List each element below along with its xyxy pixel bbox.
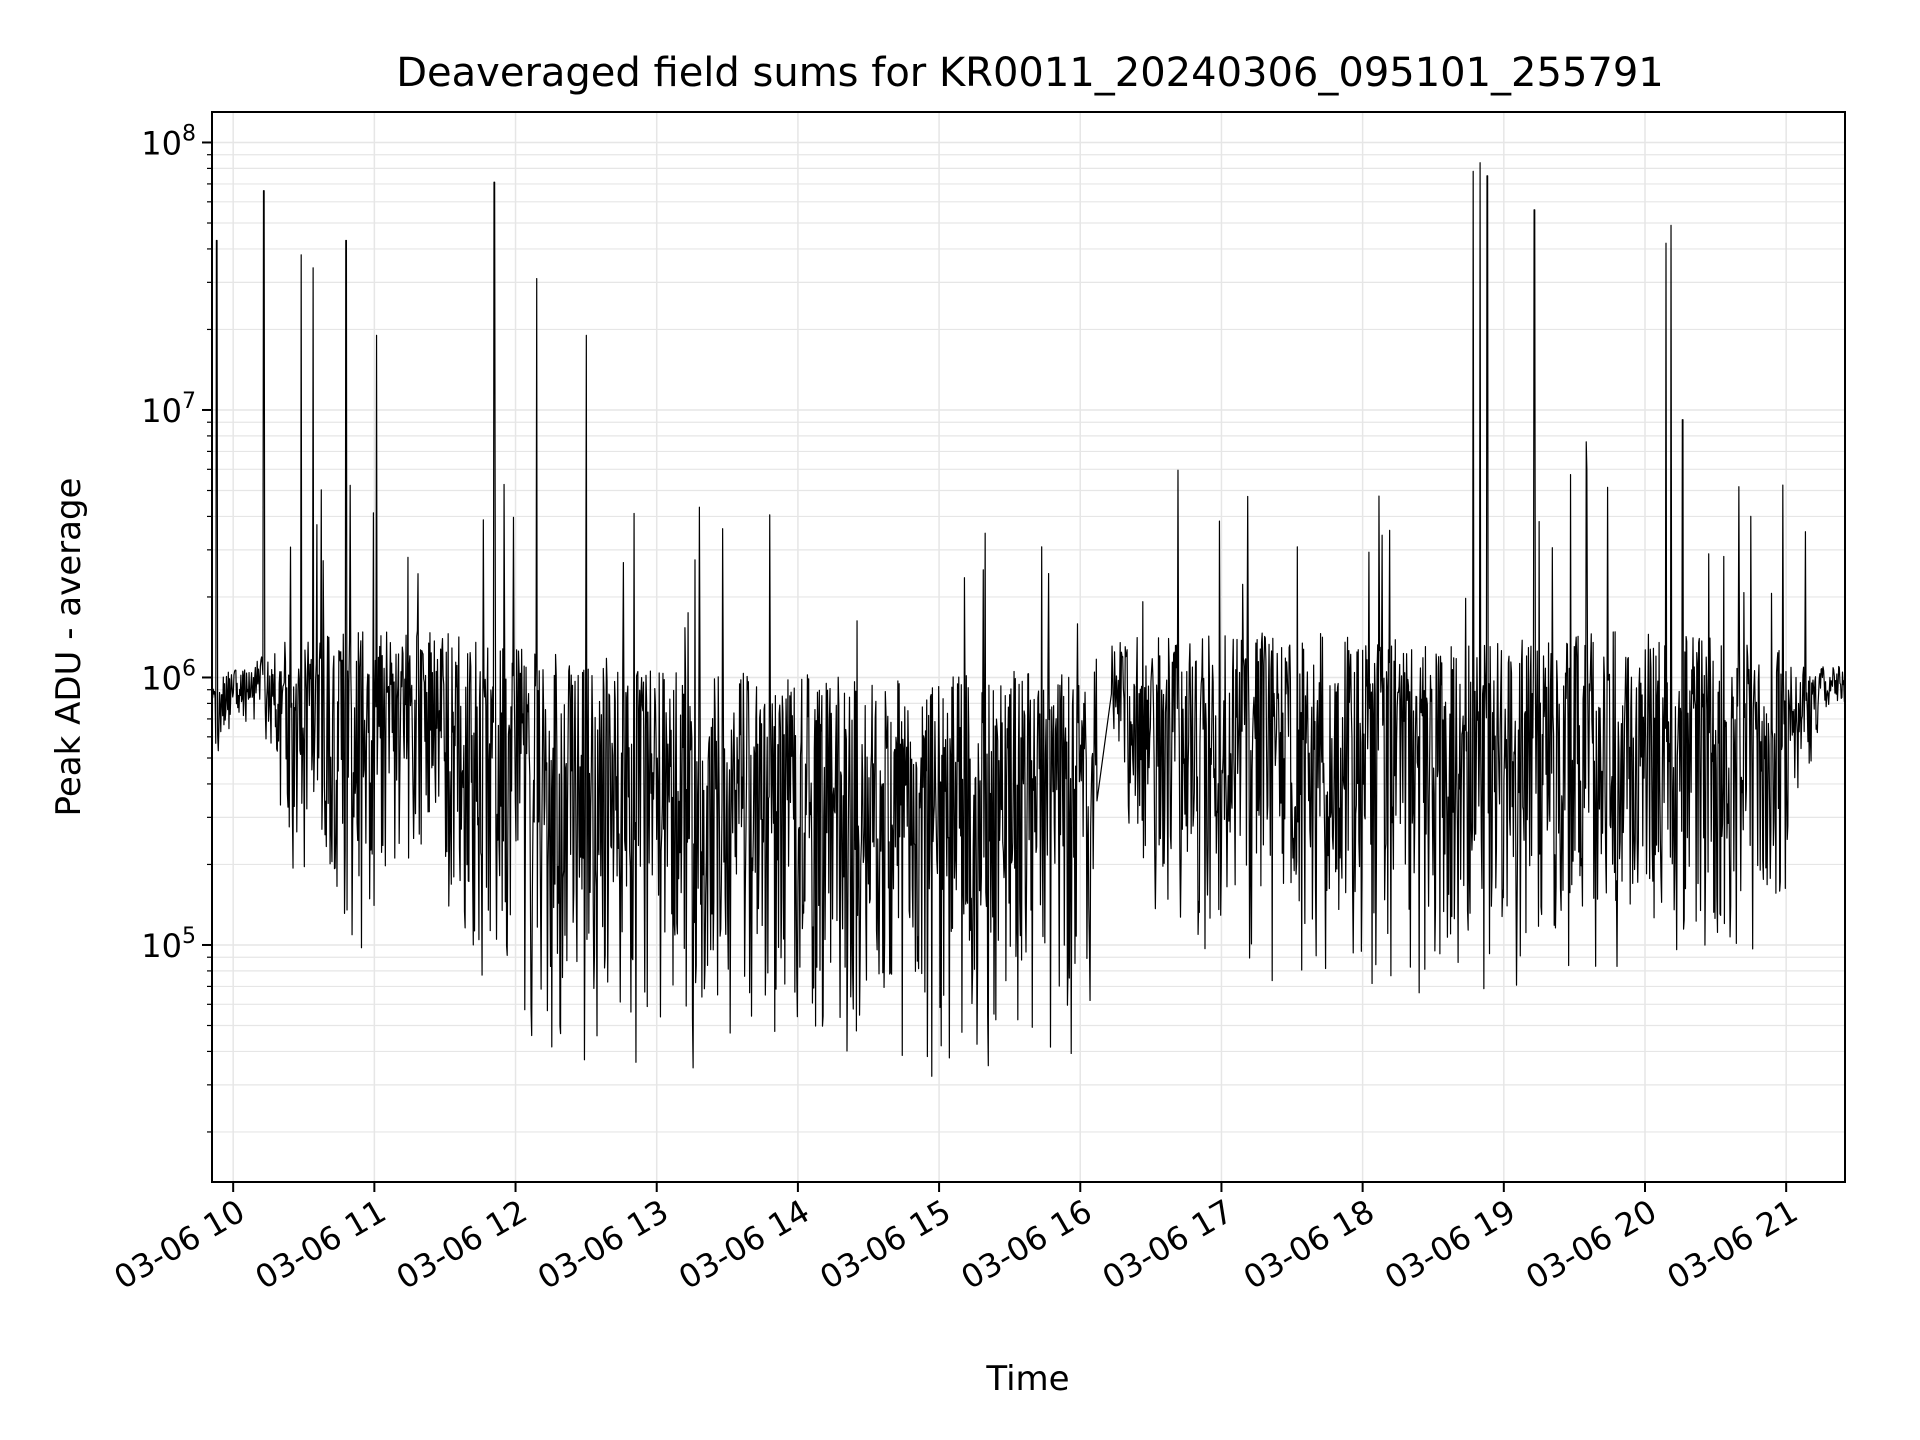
x-tick-label: 03-06 20 (1519, 1192, 1663, 1297)
y-tick-base: 10 (141, 392, 182, 430)
y-tick-base: 10 (141, 927, 182, 965)
x-tick-label: 03-06 12 (390, 1192, 534, 1297)
x-tick-label: 03-06 14 (672, 1192, 816, 1297)
series-line (211, 162, 1846, 1077)
y-tick-label: 105 (141, 924, 196, 965)
grid (212, 112, 1845, 1182)
y-tick-label: 106 (141, 656, 196, 697)
x-tick-label: 03-06 11 (249, 1192, 393, 1297)
y-tick-exponent: 5 (182, 924, 196, 949)
y-tick-exponent: 6 (182, 656, 196, 681)
y-tick-label: 108 (141, 121, 196, 162)
y-tick-base: 10 (141, 124, 182, 162)
y-tick-exponent: 7 (182, 389, 196, 414)
y-axis-label: Peak ADU - average (49, 478, 89, 817)
x-tick-label: 03-06 19 (1378, 1192, 1522, 1297)
x-tick-label: 03-06 16 (955, 1192, 1099, 1297)
series (211, 162, 1846, 1077)
chart-title: Deaveraged field sums for KR0011_2024030… (396, 50, 1664, 96)
x-tick-label: 03-06 18 (1237, 1192, 1381, 1297)
plot-frame (211, 111, 1846, 1183)
x-tick-label: 03-06 10 (108, 1192, 252, 1297)
x-tick-label: 03-06 13 (531, 1192, 675, 1297)
x-tick-label: 03-06 17 (1096, 1192, 1240, 1297)
y-tick-exponent: 8 (182, 121, 196, 146)
x-axis-label: Time (985, 1359, 1069, 1399)
y-tick-label: 107 (141, 389, 196, 430)
x-tick-label: 03-06 21 (1661, 1192, 1805, 1297)
x-tick-label: 03-06 15 (813, 1192, 957, 1297)
y-tick-base: 10 (141, 659, 182, 697)
